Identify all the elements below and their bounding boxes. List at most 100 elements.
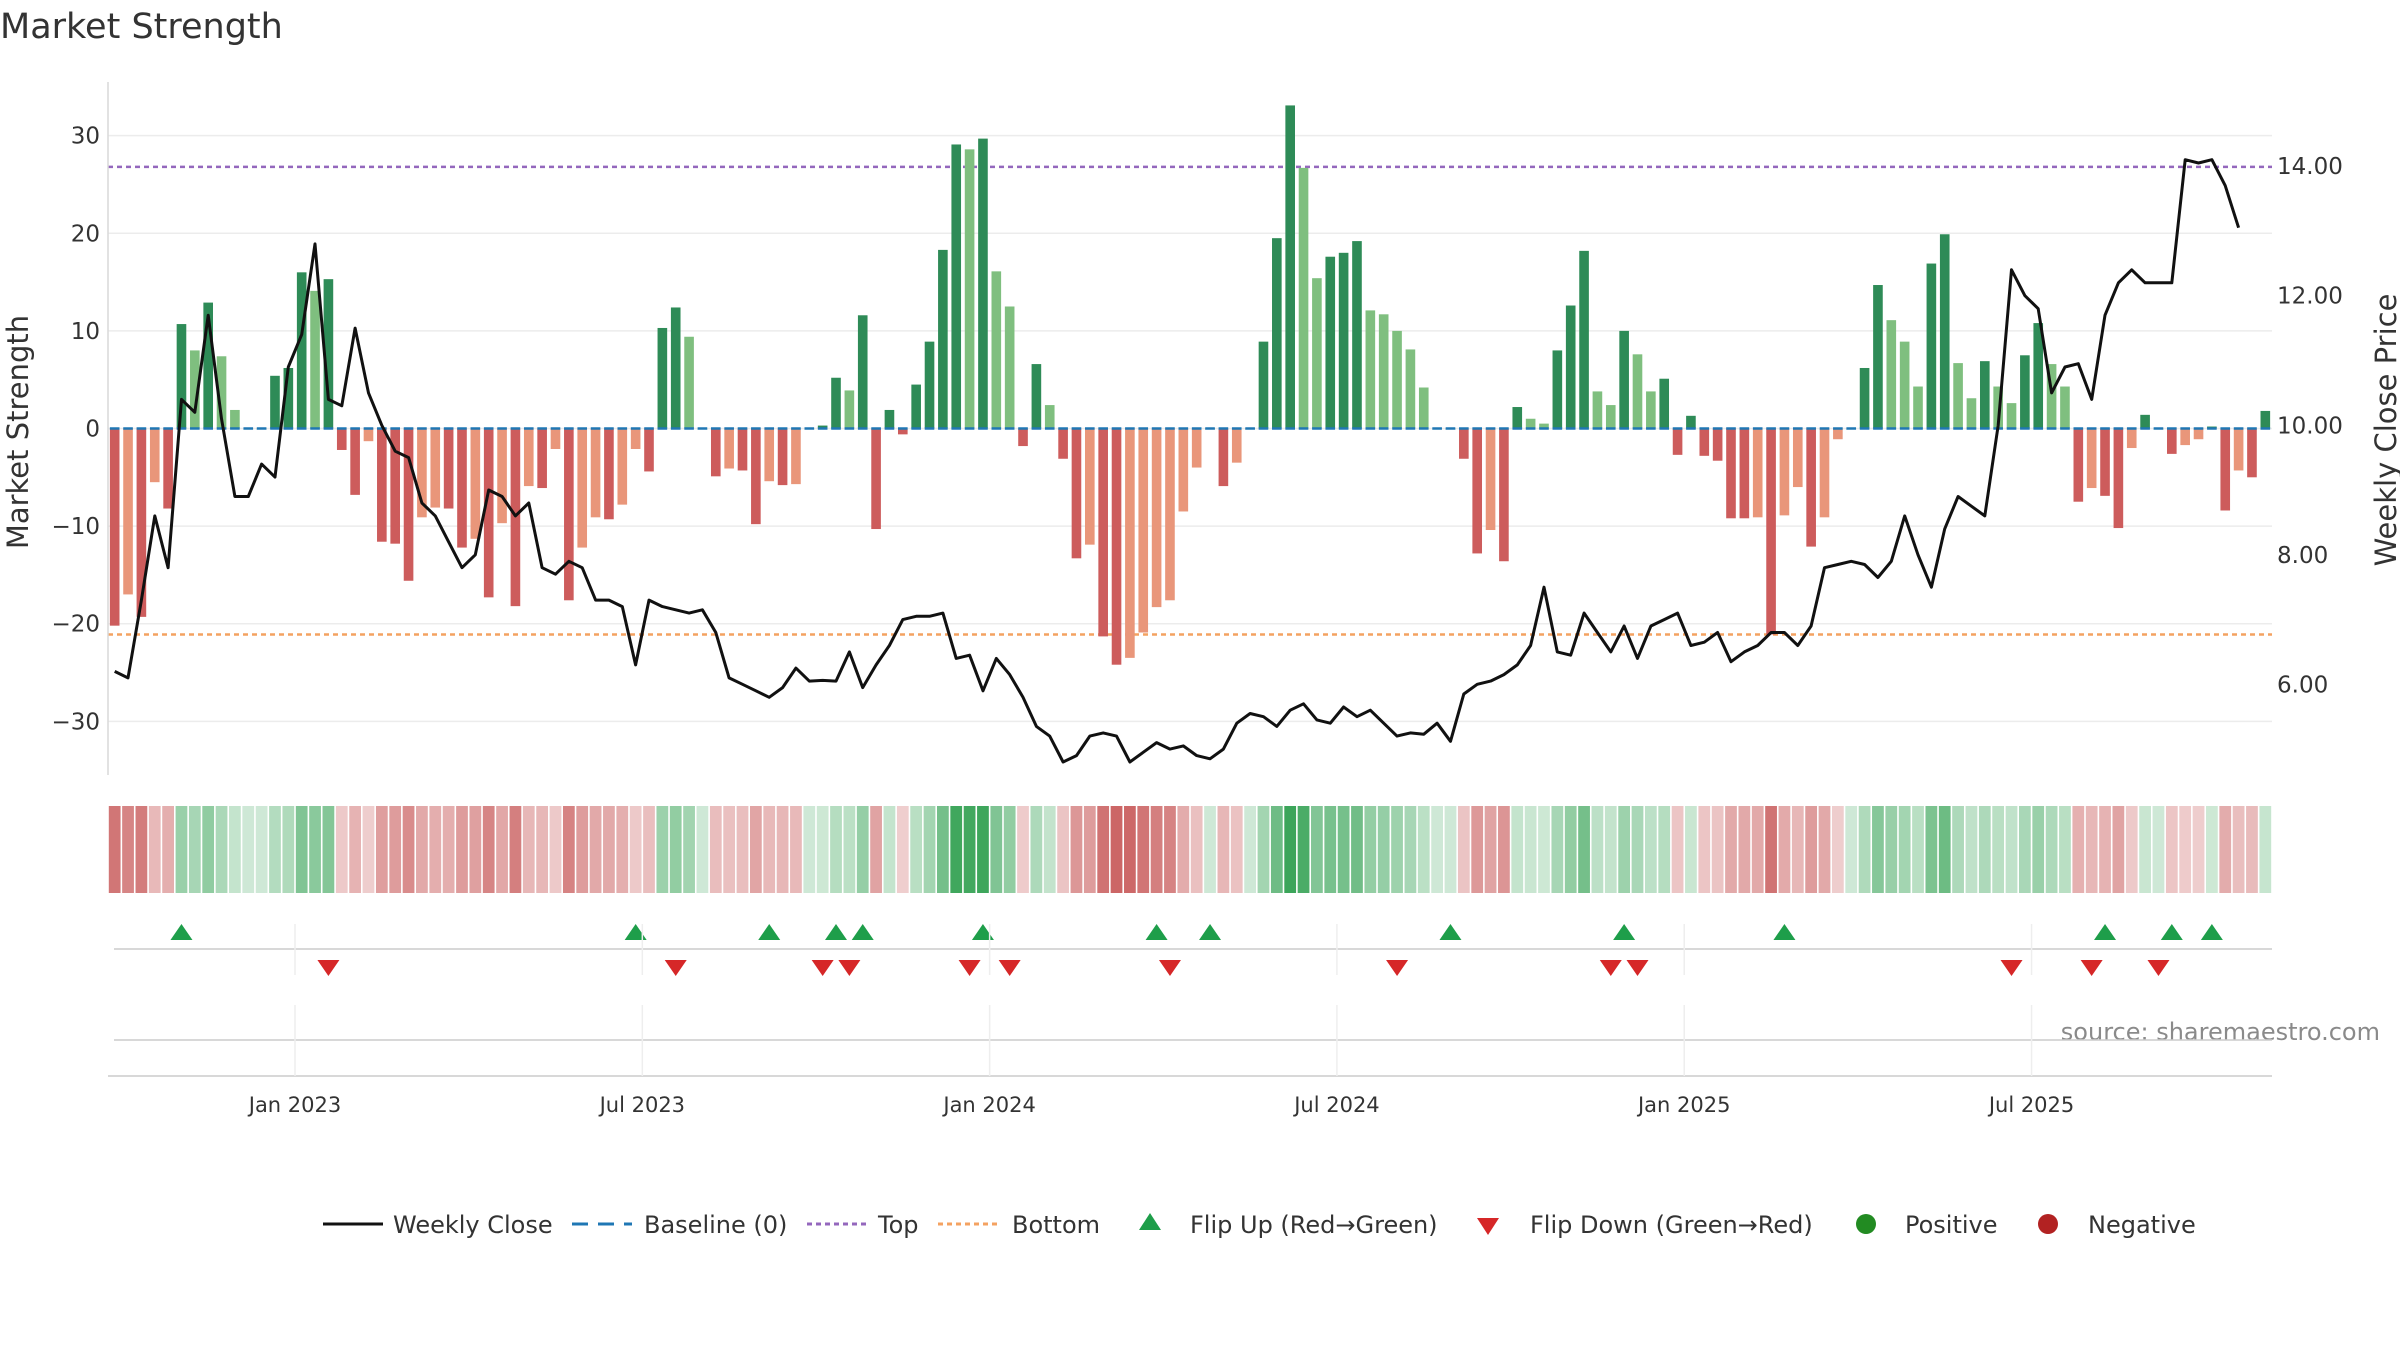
heat-cell bbox=[2112, 806, 2125, 893]
strength-bar bbox=[270, 375, 280, 429]
heat-cell bbox=[1364, 806, 1377, 893]
strength-bar bbox=[470, 428, 481, 539]
strength-bar bbox=[844, 390, 855, 429]
strength-bar bbox=[443, 428, 454, 509]
strength-bar bbox=[163, 428, 173, 509]
strength-bar bbox=[1111, 428, 1122, 665]
heat-cell bbox=[2192, 806, 2205, 893]
weekly-close-line bbox=[114, 158, 2241, 764]
strength-bar bbox=[1859, 367, 1870, 429]
flip-down-marker bbox=[2000, 960, 2023, 976]
legend-label: Negative bbox=[2088, 1211, 2196, 1239]
strength-bar bbox=[2167, 428, 2177, 454]
heat-cell bbox=[1818, 806, 1831, 893]
flip-down-marker bbox=[1599, 960, 1622, 976]
source-note: source: sharemaestro.com bbox=[2061, 1018, 2380, 1046]
heat-cell bbox=[429, 806, 442, 893]
x-tick-label: Jan 2025 bbox=[1636, 1093, 1731, 1117]
flip-down-marker bbox=[664, 960, 687, 976]
heat-cell bbox=[1631, 806, 1644, 893]
heat-cell bbox=[1284, 806, 1297, 893]
heat-cell bbox=[923, 806, 936, 893]
strength-bar bbox=[1525, 418, 1536, 429]
heat-cell bbox=[1791, 806, 1804, 893]
heat-cell bbox=[162, 806, 174, 893]
gridlines bbox=[108, 134, 2272, 723]
heat-cell bbox=[322, 806, 335, 893]
strength-bar bbox=[350, 428, 360, 495]
heat-cell bbox=[2259, 806, 2272, 893]
strength-bar bbox=[817, 425, 828, 429]
flip-down-marker bbox=[811, 960, 834, 976]
strength-bar bbox=[964, 149, 975, 429]
strength-bar bbox=[2260, 410, 2271, 429]
heat-cell bbox=[1164, 806, 1176, 893]
x-tick-label: Jan 2024 bbox=[941, 1093, 1036, 1117]
strength-bar bbox=[2113, 428, 2124, 529]
heat-cell bbox=[616, 806, 629, 893]
y2-tick-label: 12.00 bbox=[2277, 284, 2343, 310]
x-axis: Jan 2023 Jul 2023 Jan 2024 Jul 2024 Jan 2025… bbox=[108, 924, 2272, 1117]
flip-up-marker bbox=[1145, 924, 1168, 940]
strength-bar bbox=[630, 428, 641, 449]
strength-bar bbox=[2046, 364, 2057, 429]
heat-cell bbox=[643, 806, 655, 893]
x-tick-label: Jan 2023 bbox=[247, 1093, 342, 1117]
legend-swatch-positive bbox=[1856, 1214, 1876, 1234]
strength-bar bbox=[2233, 428, 2244, 471]
strength-bar bbox=[1218, 428, 1229, 487]
strength-bar bbox=[457, 428, 467, 548]
strength-bar bbox=[1939, 234, 1950, 429]
strength-bar bbox=[710, 428, 721, 477]
strength-bar bbox=[296, 272, 307, 429]
strength-bar bbox=[336, 428, 347, 450]
strength-bar bbox=[1352, 241, 1362, 429]
strength-bar bbox=[363, 428, 374, 442]
heat-cell bbox=[576, 806, 589, 893]
heat-cell bbox=[1404, 806, 1417, 893]
strength-bar bbox=[2020, 355, 2030, 429]
legend-label: Positive bbox=[1905, 1211, 1998, 1239]
heat-cell bbox=[469, 806, 482, 893]
flip-up-marker bbox=[971, 924, 994, 940]
heat-cell bbox=[549, 806, 562, 893]
strength-bar bbox=[1044, 405, 1055, 429]
heat-cell bbox=[2045, 806, 2058, 893]
strength-bar bbox=[751, 428, 761, 525]
heat-cell bbox=[1337, 806, 1350, 893]
heat-cell bbox=[1938, 806, 1951, 893]
strength-bar bbox=[1191, 428, 1202, 468]
heat-cell bbox=[870, 806, 882, 893]
heat-cell bbox=[1738, 806, 1751, 893]
strength-bar bbox=[1312, 278, 1322, 429]
heat-cell bbox=[1564, 806, 1577, 893]
strength-bar bbox=[884, 409, 895, 429]
flip-down-marker bbox=[998, 960, 1021, 976]
y-axis-title: Market Strength bbox=[1, 315, 35, 549]
flip-down-marker bbox=[317, 960, 340, 976]
strength-bar bbox=[1993, 386, 2003, 429]
strength-bar bbox=[1579, 250, 1589, 429]
heat-cell bbox=[830, 806, 842, 893]
y-tick-label: 30 bbox=[71, 124, 100, 150]
strength-bar bbox=[2247, 428, 2257, 478]
strength-bar bbox=[2033, 323, 2044, 429]
strength-bar bbox=[523, 428, 534, 487]
heat-cell bbox=[2179, 806, 2192, 893]
heat-cell bbox=[1297, 806, 1310, 893]
heat-cell bbox=[442, 806, 455, 893]
strength-bar bbox=[1646, 391, 1656, 429]
strength-bar bbox=[564, 428, 574, 601]
strength-bar bbox=[1418, 387, 1429, 429]
heat-cell bbox=[1524, 806, 1537, 893]
heat-cell bbox=[1230, 806, 1243, 893]
strength-bar bbox=[323, 279, 334, 429]
strength-bar bbox=[1285, 105, 1295, 429]
heat-cell bbox=[1391, 806, 1403, 893]
y2-tick-label: 8.00 bbox=[2277, 543, 2328, 569]
strength-bar bbox=[483, 428, 494, 598]
heat-cell bbox=[1698, 806, 1711, 893]
flip-down-marker bbox=[1386, 960, 1409, 976]
heat-cell bbox=[910, 806, 923, 893]
heat-cell bbox=[416, 806, 428, 893]
